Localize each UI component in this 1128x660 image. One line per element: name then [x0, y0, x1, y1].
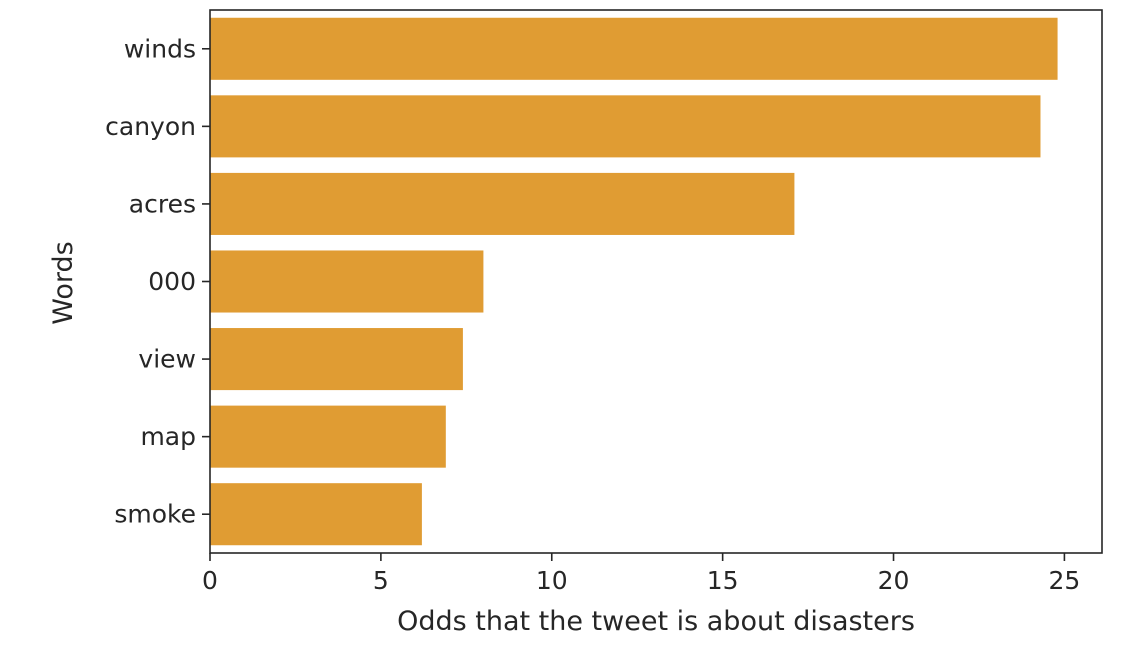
- x-tick-label: 5: [373, 566, 389, 595]
- y-tick-label: 000: [148, 267, 196, 296]
- bar-map: [210, 405, 446, 468]
- y-tick-label: map: [140, 422, 196, 451]
- bar-000: [210, 250, 484, 313]
- y-tick-label: acres: [129, 189, 196, 218]
- x-tick-label: 15: [707, 566, 739, 595]
- bar-winds: [210, 17, 1058, 80]
- x-axis: 0 5 10 15 20 25: [202, 553, 1080, 595]
- y-tick-label: smoke: [114, 500, 196, 529]
- x-tick-label: 20: [878, 566, 910, 595]
- bars-layer: [210, 17, 1058, 546]
- bar-smoke: [210, 483, 422, 546]
- y-tick-label: canyon: [105, 112, 196, 141]
- x-tick-label: 10: [536, 566, 568, 595]
- y-tick-label: view: [138, 345, 196, 374]
- x-axis-title: Odds that the tweet is about disasters: [397, 606, 915, 637]
- bar-canyon: [210, 95, 1041, 158]
- y-axis: winds canyon acres 000 view map smoke: [105, 34, 210, 529]
- x-tick-label: 0: [202, 566, 218, 595]
- y-axis-title: Words: [48, 241, 79, 324]
- y-tick-label: winds: [124, 34, 196, 63]
- bar-view: [210, 328, 463, 391]
- x-tick-label: 25: [1048, 566, 1080, 595]
- bar-acres: [210, 172, 795, 235]
